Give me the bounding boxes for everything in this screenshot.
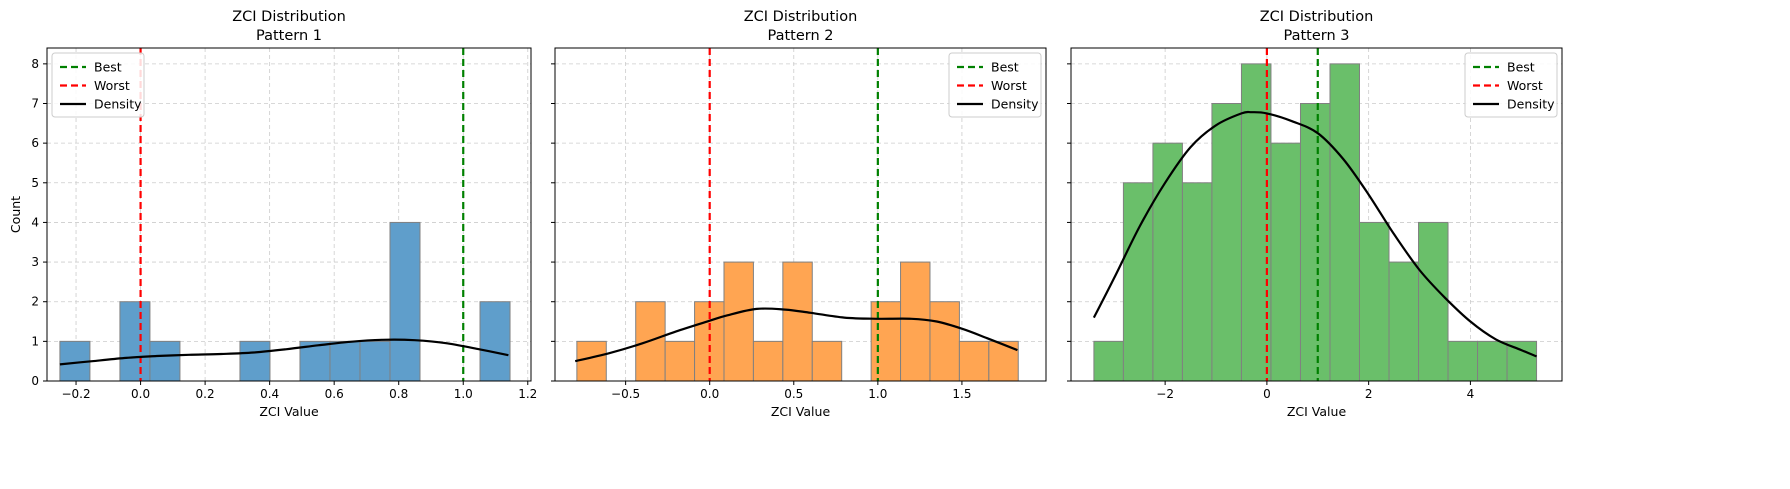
y-tick-label: 0	[31, 374, 39, 388]
x-tick-label: 4	[1467, 387, 1475, 401]
x-tick-label: 1.0	[454, 387, 473, 401]
y-tick-label: 8	[31, 57, 39, 71]
histogram-bar	[1329, 63, 1360, 382]
chart-panel-1: 0 1 2 3 4 5 6 7 8 −0.2 0.0 0.2 0.4 0.6 0.8 1.0 1.2 ZCI Di…	[8, 9, 537, 419]
y-tick-label: 3	[31, 255, 39, 269]
y-tick-label: 2	[31, 295, 39, 309]
legend-item-best: Best	[94, 60, 122, 75]
x-tick-label: 0.5	[784, 387, 803, 401]
legend-box	[51, 52, 145, 118]
x-axis-label: ZCI Value	[1287, 404, 1347, 419]
x-tick-label: −2	[1156, 387, 1174, 401]
histogram-bar	[479, 301, 511, 382]
x-tick-label: 1.2	[518, 387, 537, 401]
legend-item-density: Density	[1507, 97, 1555, 112]
chart-title: ZCI Distribution	[744, 9, 858, 25]
histogram-bar	[929, 301, 960, 382]
chart-subtitle: Pattern 1	[256, 28, 322, 44]
histogram-bar	[1358, 221, 1390, 382]
x-tick-label: 0.0	[131, 387, 150, 401]
x-tick-label: 1.0	[868, 387, 887, 401]
histogram-bar	[1093, 340, 1124, 382]
legend: Best Worst Density	[948, 52, 1042, 118]
chart-title: ZCI Distribution	[1260, 9, 1374, 25]
chart-panel-2: −0.5 0.0 0.5 1.0 1.5 ZCI Distribution Pattern …	[551, 9, 1047, 419]
legend: Best Worst Density	[51, 52, 145, 118]
axes-frame	[554, 47, 1047, 382]
chart-subtitle: Pattern 3	[1283, 28, 1349, 44]
legend: Best Worst Density	[1464, 52, 1558, 118]
axes-frame	[46, 47, 532, 382]
histogram-bar	[1122, 182, 1154, 382]
histogram-bar	[664, 340, 696, 382]
x-axis-label: ZCI Value	[259, 404, 319, 419]
axes-frame	[1070, 47, 1563, 382]
histogram-bar	[900, 261, 931, 382]
y-tick-label: 1	[31, 334, 39, 348]
legend-item-density: Density	[991, 97, 1039, 112]
x-tick-label: 0.2	[196, 387, 215, 401]
legend-item-best: Best	[991, 60, 1019, 75]
chart-panel-3: −2 0 2 4 ZCI Distribution Pattern 3 ZCI Value B…	[1067, 9, 1563, 419]
histogram-bar	[811, 340, 843, 382]
x-tick-label: 0.0	[700, 387, 719, 401]
chart-title: ZCI Distribution	[232, 9, 346, 25]
histogram-bar	[239, 340, 271, 382]
histogram-bar	[635, 301, 666, 382]
y-axis-label: Count	[8, 196, 23, 233]
histogram-bar	[723, 261, 754, 382]
histogram-bar	[1270, 142, 1301, 382]
x-tick-label: −0.5	[611, 387, 640, 401]
x-axis-label: ZCI Value	[771, 404, 831, 419]
x-tick-label: 0.8	[389, 387, 408, 401]
histogram-bar	[1418, 221, 1449, 382]
legend-item-density: Density	[94, 97, 142, 112]
histogram-bar	[988, 340, 1019, 382]
histogram-bar	[1477, 340, 1508, 382]
density-curve	[574, 307, 1018, 363]
legend-item-best: Best	[1507, 60, 1535, 75]
histogram-bar	[1181, 182, 1213, 382]
histogram-bar	[782, 261, 813, 382]
x-tick-label: 0.6	[325, 387, 344, 401]
histogram-bar	[1388, 261, 1420, 382]
histogram-bar	[1299, 103, 1331, 382]
y-tick-label: 5	[31, 176, 39, 190]
legend-item-worst: Worst	[1507, 78, 1543, 93]
chart-subtitle: Pattern 2	[767, 28, 833, 44]
y-tick-label: 4	[31, 215, 39, 229]
histogram-bar	[752, 340, 784, 382]
histogram-bar	[149, 340, 181, 382]
x-tick-label: 0	[1263, 387, 1271, 401]
histogram-bar	[389, 221, 421, 382]
x-tick-label: 0.4	[260, 387, 279, 401]
histogram-bar	[576, 340, 607, 382]
histogram-bar	[359, 340, 391, 382]
density-curve	[59, 338, 509, 366]
y-tick-label: 7	[31, 97, 39, 111]
histogram-bar	[1447, 340, 1479, 382]
y-tick-label: 6	[31, 136, 39, 150]
x-tick-label: −0.2	[61, 387, 90, 401]
density-curve	[1092, 110, 1537, 358]
legend-box	[948, 52, 1042, 118]
legend-box	[1464, 52, 1558, 118]
histogram-bar	[870, 301, 902, 382]
histogram-bar	[1211, 103, 1242, 382]
legend-item-worst: Worst	[991, 78, 1027, 93]
histogram-bar	[119, 301, 151, 382]
histogram-bar	[958, 340, 990, 382]
legend-item-worst: Worst	[94, 78, 130, 93]
x-tick-label: 2	[1365, 387, 1373, 401]
x-tick-label: 1.5	[952, 387, 971, 401]
histogram-bar	[329, 340, 361, 382]
